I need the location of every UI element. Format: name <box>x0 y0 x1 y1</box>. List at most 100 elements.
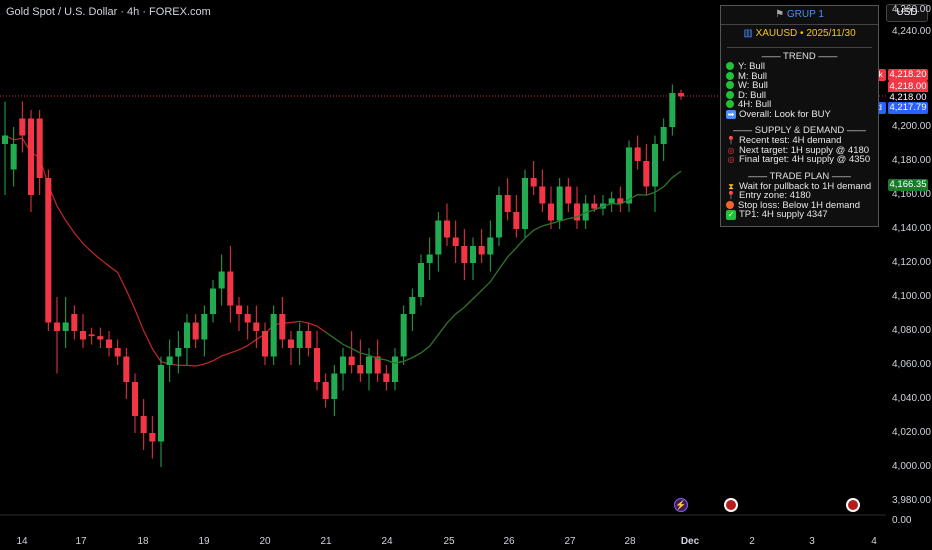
plan-title-text: TRADE PLAN <box>769 170 830 182</box>
time-axis-label: 17 <box>75 536 87 547</box>
price-axis-label: 4,240.00 <box>892 26 931 37</box>
candle-body <box>391 356 399 382</box>
arrow-right-icon: ➡ <box>726 109 736 119</box>
candle-body <box>287 339 295 348</box>
sd-final: Final target: 4H supply @ 4350 <box>739 154 871 165</box>
candle-body <box>365 356 373 374</box>
candle-body <box>235 305 243 314</box>
candle-body <box>53 322 61 331</box>
price-axis-label: 3,980.00 <box>892 495 931 506</box>
mid-price-tag: 4,218.00 <box>888 92 928 104</box>
candle-body <box>383 373 390 382</box>
sd-recent: Recent test: 4H demand <box>739 135 842 146</box>
candle-body <box>175 348 182 357</box>
candle-body <box>45 178 52 323</box>
candle-body <box>183 322 191 348</box>
price-axis-label: 4,000.00 <box>892 461 931 472</box>
price-axis-label: 4,040.00 <box>892 393 931 404</box>
candle-body <box>556 186 563 221</box>
panel-header-text: GRUP 1 <box>786 9 824 20</box>
plan-row-stop: Stop loss: Below 1H demand <box>721 200 878 211</box>
candle-body <box>123 356 130 382</box>
currency-button[interactable]: USD <box>886 4 928 22</box>
candle-body <box>114 348 121 357</box>
us-flag-event-icon[interactable] <box>846 498 860 512</box>
red-circle-icon <box>726 200 734 209</box>
candle-body <box>305 331 312 348</box>
time-axis-label: 14 <box>16 536 28 547</box>
panel-subtitle: ▥ XAUUSD • 2025/11/30 <box>721 25 878 43</box>
plan-tp1: TP1: 4H supply 4347 <box>739 209 828 220</box>
price-axis-label: 4,160.00 <box>892 189 931 200</box>
candle-body <box>88 334 95 337</box>
candle-body <box>357 365 364 374</box>
candle-body <box>521 178 529 229</box>
candle-body <box>166 356 173 365</box>
ask-price-tag: 4,218.20 <box>888 69 928 81</box>
price-axis-label: 4,100.00 <box>892 291 931 302</box>
candle-body <box>443 220 451 238</box>
bid-price-tag: 4,217.79 <box>888 102 928 114</box>
candle-body <box>677 93 685 97</box>
time-axis-label: 19 <box>198 536 210 547</box>
time-axis-label: 24 <box>381 536 393 547</box>
ma-price-tag: 4,166.35 <box>888 179 928 191</box>
candle-body <box>79 331 87 340</box>
us-flag-event-icon[interactable] <box>724 498 738 512</box>
candle-body <box>218 271 225 289</box>
trend-w: W: Bull <box>738 80 768 91</box>
time-axis-label: 27 <box>564 536 576 547</box>
candle-body <box>97 336 104 340</box>
green-circle-icon <box>726 100 734 109</box>
candle-body <box>192 322 199 340</box>
candle-body <box>1 135 9 144</box>
candle-body <box>19 118 26 136</box>
trend-row-w: W: Bull <box>721 81 878 91</box>
price-axis-label: 4,200.00 <box>892 121 931 132</box>
candle-body <box>374 356 381 374</box>
lightning-event-icon[interactable]: ⚡ <box>674 498 688 512</box>
price-axis-label: 4,140.00 <box>892 223 931 234</box>
sd-title-text: SUPPLY & DEMAND <box>754 125 845 136</box>
overall-row: ➡ Overall: Look for BUY <box>721 109 878 119</box>
candle-body <box>313 348 321 382</box>
pin-icon: 📍 <box>726 136 736 145</box>
price-axis-label: 4,060.00 <box>892 359 931 370</box>
candle-body <box>487 237 494 255</box>
candle-body <box>513 212 520 229</box>
candle-body <box>565 186 572 204</box>
time-axis-label: 20 <box>259 536 271 547</box>
trend-row-y: Y: Bull <box>721 62 878 72</box>
sd-title: —— SUPPLY & DEMAND —— <box>733 125 866 136</box>
candle-body <box>608 198 615 204</box>
candle-body <box>452 237 459 246</box>
price-axis-label: 4,020.00 <box>892 427 931 438</box>
price-axis-label: 4,260.00 <box>892 4 931 15</box>
candle-body <box>495 195 503 238</box>
candle-body <box>660 127 667 144</box>
trend-title: —— TREND —— <box>761 51 838 62</box>
info-panel: ⚑ GRUP 1 ▥ XAUUSD • 2025/11/30 —— TREND … <box>720 5 879 227</box>
candle-body <box>469 246 477 263</box>
check-icon: ✓ <box>726 210 736 220</box>
candle-body <box>261 331 269 357</box>
candle-body <box>426 254 433 263</box>
candle-body <box>625 147 633 204</box>
trend-row-4h: 4H: Bull <box>721 100 878 110</box>
candle-body <box>400 314 407 357</box>
candle-body <box>253 322 260 331</box>
trend-row-d: D: Bull <box>721 90 878 101</box>
candle-body <box>504 195 511 212</box>
trend-m: M: Bull <box>738 70 768 82</box>
sd-row-recent: 📍 Recent test: 4H demand <box>721 136 878 146</box>
candle-body <box>573 203 581 221</box>
trend-4h: 4H: Bull <box>738 99 772 110</box>
green-circle-icon <box>726 71 734 80</box>
candle-body <box>244 314 251 323</box>
target-icon: ◎ <box>727 155 735 164</box>
plan-title: —— TRADE PLAN —— <box>748 170 851 182</box>
time-axis-label: 21 <box>320 536 332 547</box>
price-axis-label: 0.00 <box>892 515 912 526</box>
candle-body <box>131 382 139 416</box>
